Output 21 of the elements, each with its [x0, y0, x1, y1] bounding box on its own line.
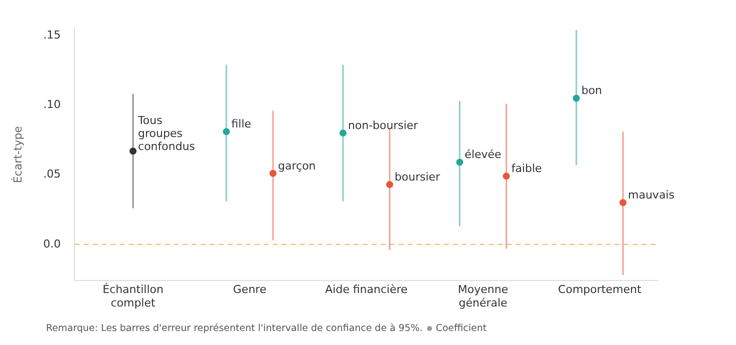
series-label: garçon — [278, 159, 316, 172]
series-label: élevée — [464, 148, 502, 162]
x-tick-label: Aide financière — [325, 283, 408, 296]
x-tick-label: Comportement — [558, 283, 642, 296]
y-axis-title: Écart-type — [10, 126, 24, 184]
y-tick-label: 0.0 — [43, 237, 61, 250]
x-tick-label: Échantillon complet — [102, 282, 164, 310]
y-tick-label: .15 — [43, 28, 61, 42]
series-label: non-boursier — [348, 118, 418, 132]
x-tick-label: Genre — [233, 283, 267, 296]
series-label: Tous groupes confondus — [137, 114, 196, 153]
series-label: faible — [511, 162, 542, 176]
text: Coefficient — [436, 323, 487, 334]
y-tick-label: .10 — [43, 98, 61, 112]
x-tick-label: Moyenne générale — [458, 283, 508, 310]
series-label: fille — [231, 117, 252, 130]
text: Remarque: Les barres d'erreur représentent l'intervalle de confiance de à 95%. — [46, 323, 423, 334]
series-label: mauvais — [628, 188, 675, 202]
y-tick-label: .05 — [43, 168, 61, 181]
series-label: bon — [581, 84, 602, 98]
series-label: boursier — [394, 170, 440, 184]
